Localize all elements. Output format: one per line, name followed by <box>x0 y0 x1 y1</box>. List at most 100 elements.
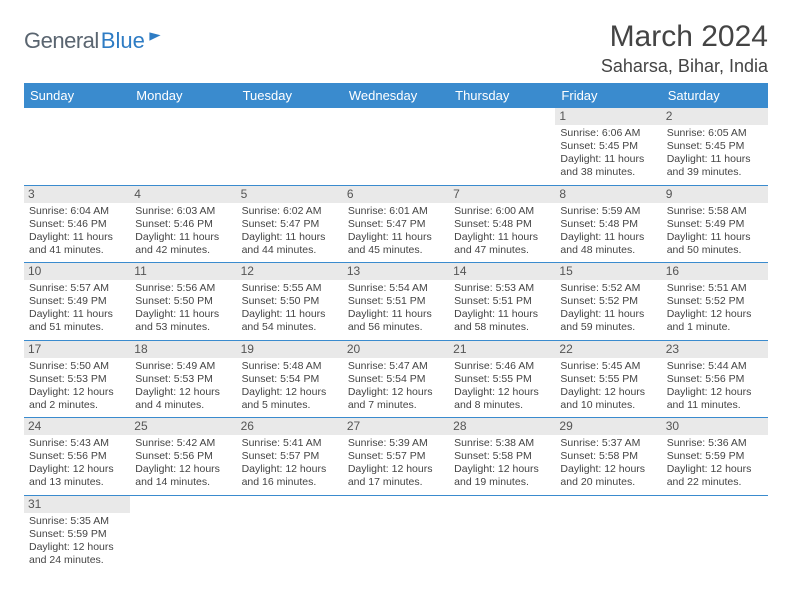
daylight-line: Daylight: 12 hours and 16 minutes. <box>242 463 338 489</box>
weekday-cell: Thursday <box>449 83 555 108</box>
weekday-cell: Tuesday <box>237 83 343 108</box>
daylight-line: Daylight: 12 hours and 4 minutes. <box>135 386 231 412</box>
weekday-cell: Saturday <box>662 83 768 108</box>
daylight-line: Daylight: 12 hours and 13 minutes. <box>29 463 125 489</box>
week-row: 3Sunrise: 6:04 AMSunset: 5:46 PMDaylight… <box>24 186 768 264</box>
weekday-cell: Sunday <box>24 83 130 108</box>
sunset-line: Sunset: 5:53 PM <box>135 373 231 386</box>
day-number: 12 <box>237 263 343 280</box>
sunset-line: Sunset: 5:52 PM <box>560 295 656 308</box>
sunset-line: Sunset: 5:50 PM <box>242 295 338 308</box>
day-number: 26 <box>237 418 343 435</box>
weekday-cell: Friday <box>555 83 661 108</box>
sunrise-line: Sunrise: 5:35 AM <box>29 515 125 528</box>
day-cell: 11Sunrise: 5:56 AMSunset: 5:50 PMDayligh… <box>130 263 236 340</box>
daylight-line: Daylight: 12 hours and 5 minutes. <box>242 386 338 412</box>
day-cell: 20Sunrise: 5:47 AMSunset: 5:54 PMDayligh… <box>343 341 449 418</box>
sunset-line: Sunset: 5:59 PM <box>29 528 125 541</box>
day-number: 20 <box>343 341 449 358</box>
location-label: Saharsa, Bihar, India <box>601 56 768 77</box>
sunrise-line: Sunrise: 5:43 AM <box>29 437 125 450</box>
logo-text-blue: Blue <box>101 28 145 54</box>
sunrise-line: Sunrise: 5:53 AM <box>454 282 550 295</box>
day-cell: 23Sunrise: 5:44 AMSunset: 5:56 PMDayligh… <box>662 341 768 418</box>
daylight-line: Daylight: 12 hours and 20 minutes. <box>560 463 656 489</box>
title-block: March 2024 Saharsa, Bihar, India <box>601 20 768 77</box>
day-cell: 17Sunrise: 5:50 AMSunset: 5:53 PMDayligh… <box>24 341 130 418</box>
day-cell: 9Sunrise: 5:58 AMSunset: 5:49 PMDaylight… <box>662 186 768 263</box>
week-row: 24Sunrise: 5:43 AMSunset: 5:56 PMDayligh… <box>24 418 768 496</box>
sunrise-line: Sunrise: 5:55 AM <box>242 282 338 295</box>
daylight-line: Daylight: 11 hours and 50 minutes. <box>667 231 763 257</box>
sunrise-line: Sunrise: 5:47 AM <box>348 360 444 373</box>
sunset-line: Sunset: 5:47 PM <box>242 218 338 231</box>
sunset-line: Sunset: 5:48 PM <box>454 218 550 231</box>
day-number: 28 <box>449 418 555 435</box>
day-cell: 26Sunrise: 5:41 AMSunset: 5:57 PMDayligh… <box>237 418 343 495</box>
day-number: 27 <box>343 418 449 435</box>
flag-icon <box>148 31 162 45</box>
daylight-line: Daylight: 12 hours and 8 minutes. <box>454 386 550 412</box>
day-cell: 6Sunrise: 6:01 AMSunset: 5:47 PMDaylight… <box>343 186 449 263</box>
sunrise-line: Sunrise: 5:46 AM <box>454 360 550 373</box>
daylight-line: Daylight: 11 hours and 45 minutes. <box>348 231 444 257</box>
sunset-line: Sunset: 5:55 PM <box>560 373 656 386</box>
day-number: 18 <box>130 341 236 358</box>
day-number: 9 <box>662 186 768 203</box>
day-cell: 3Sunrise: 6:04 AMSunset: 5:46 PMDaylight… <box>24 186 130 263</box>
day-number: 30 <box>662 418 768 435</box>
day-cell: 21Sunrise: 5:46 AMSunset: 5:55 PMDayligh… <box>449 341 555 418</box>
empty-cell <box>343 496 449 573</box>
daylight-line: Daylight: 11 hours and 53 minutes. <box>135 308 231 334</box>
day-number: 23 <box>662 341 768 358</box>
daylight-line: Daylight: 11 hours and 44 minutes. <box>242 231 338 257</box>
daylight-line: Daylight: 12 hours and 2 minutes. <box>29 386 125 412</box>
sunrise-line: Sunrise: 5:52 AM <box>560 282 656 295</box>
day-cell: 24Sunrise: 5:43 AMSunset: 5:56 PMDayligh… <box>24 418 130 495</box>
sunrise-line: Sunrise: 6:02 AM <box>242 205 338 218</box>
day-cell: 14Sunrise: 5:53 AMSunset: 5:51 PMDayligh… <box>449 263 555 340</box>
sunrise-line: Sunrise: 6:05 AM <box>667 127 763 140</box>
daylight-line: Daylight: 11 hours and 39 minutes. <box>667 153 763 179</box>
day-cell: 30Sunrise: 5:36 AMSunset: 5:59 PMDayligh… <box>662 418 768 495</box>
sunset-line: Sunset: 5:56 PM <box>135 450 231 463</box>
sunrise-line: Sunrise: 5:54 AM <box>348 282 444 295</box>
day-number: 16 <box>662 263 768 280</box>
month-title: March 2024 <box>601 20 768 54</box>
day-number: 4 <box>130 186 236 203</box>
sunset-line: Sunset: 5:46 PM <box>29 218 125 231</box>
day-number: 10 <box>24 263 130 280</box>
empty-cell <box>449 496 555 573</box>
daylight-line: Daylight: 12 hours and 22 minutes. <box>667 463 763 489</box>
empty-cell <box>237 108 343 185</box>
sunset-line: Sunset: 5:54 PM <box>348 373 444 386</box>
day-cell: 18Sunrise: 5:49 AMSunset: 5:53 PMDayligh… <box>130 341 236 418</box>
sunrise-line: Sunrise: 5:38 AM <box>454 437 550 450</box>
daylight-line: Daylight: 12 hours and 19 minutes. <box>454 463 550 489</box>
sunrise-line: Sunrise: 5:36 AM <box>667 437 763 450</box>
sunset-line: Sunset: 5:51 PM <box>454 295 550 308</box>
sunset-line: Sunset: 5:58 PM <box>560 450 656 463</box>
sunset-line: Sunset: 5:56 PM <box>29 450 125 463</box>
sunrise-line: Sunrise: 6:00 AM <box>454 205 550 218</box>
sunset-line: Sunset: 5:57 PM <box>348 450 444 463</box>
day-cell: 2Sunrise: 6:05 AMSunset: 5:45 PMDaylight… <box>662 108 768 185</box>
sunset-line: Sunset: 5:47 PM <box>348 218 444 231</box>
sunrise-line: Sunrise: 6:03 AM <box>135 205 231 218</box>
day-cell: 13Sunrise: 5:54 AMSunset: 5:51 PMDayligh… <box>343 263 449 340</box>
day-number: 31 <box>24 496 130 513</box>
week-row: 31Sunrise: 5:35 AMSunset: 5:59 PMDayligh… <box>24 496 768 573</box>
day-cell: 27Sunrise: 5:39 AMSunset: 5:57 PMDayligh… <box>343 418 449 495</box>
daylight-line: Daylight: 11 hours and 58 minutes. <box>454 308 550 334</box>
sunset-line: Sunset: 5:55 PM <box>454 373 550 386</box>
day-cell: 8Sunrise: 5:59 AMSunset: 5:48 PMDaylight… <box>555 186 661 263</box>
day-cell: 22Sunrise: 5:45 AMSunset: 5:55 PMDayligh… <box>555 341 661 418</box>
day-number: 17 <box>24 341 130 358</box>
day-number: 7 <box>449 186 555 203</box>
sunrise-line: Sunrise: 6:06 AM <box>560 127 656 140</box>
empty-cell <box>662 496 768 573</box>
daylight-line: Daylight: 12 hours and 10 minutes. <box>560 386 656 412</box>
weeks-container: 1Sunrise: 6:06 AMSunset: 5:45 PMDaylight… <box>24 108 768 572</box>
sunrise-line: Sunrise: 5:57 AM <box>29 282 125 295</box>
day-number: 11 <box>130 263 236 280</box>
